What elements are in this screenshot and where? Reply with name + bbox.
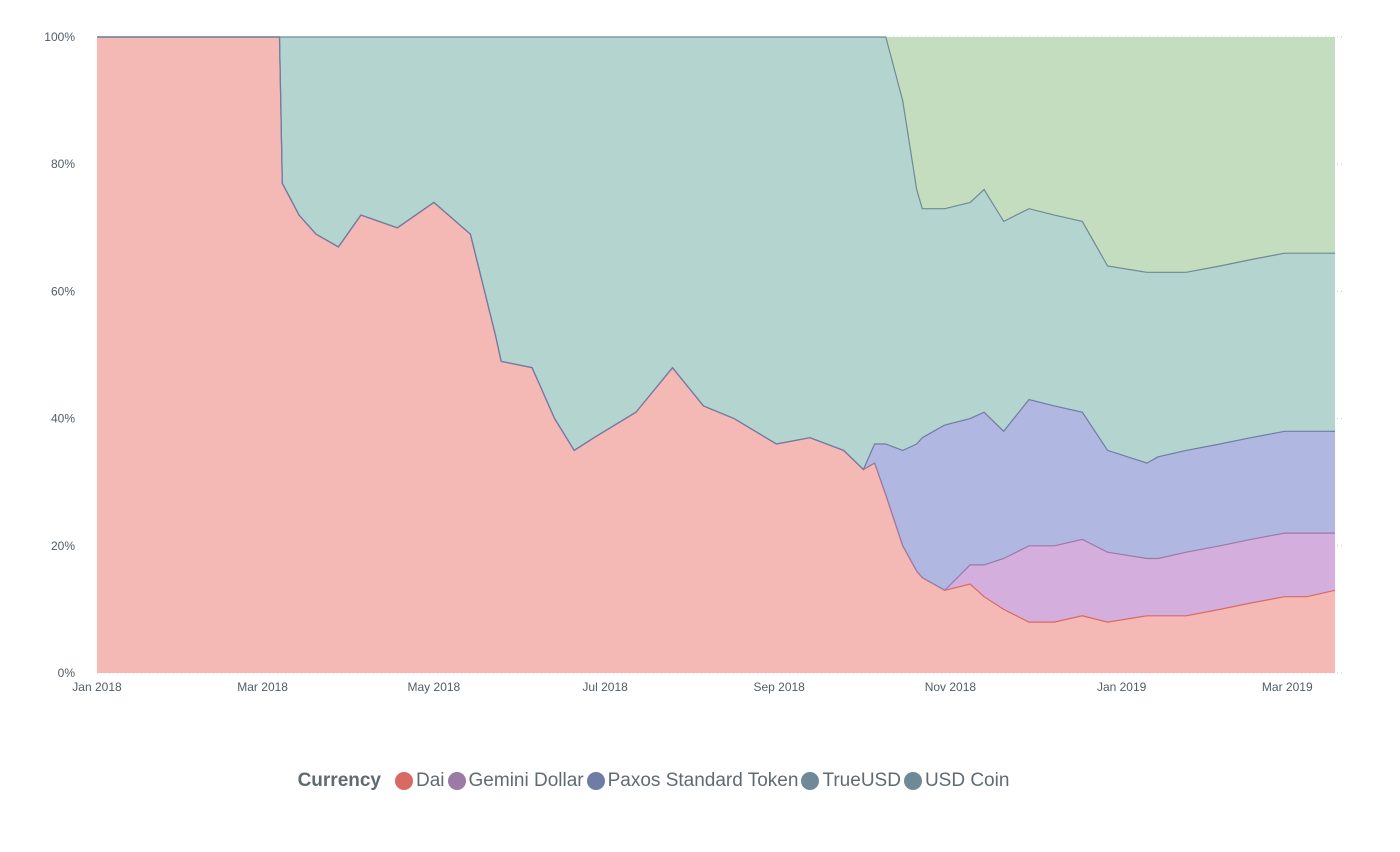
- legend-item[interactable]: Paxos Standard Token: [586, 770, 799, 792]
- legend-label: USD Coin: [924, 770, 1010, 791]
- y-tick-label: 60%: [51, 284, 75, 298]
- y-tick-label: 80%: [51, 157, 75, 171]
- legend-item[interactable]: Gemini Dollar: [447, 770, 584, 792]
- legend-swatch-icon: [586, 772, 605, 790]
- line-paxos-standard-token: [97, 36, 1335, 471]
- x-tick-label: Jan 2018: [72, 680, 122, 694]
- y-tick-label: 20%: [51, 539, 75, 553]
- x-tick-label: Mar 2018: [237, 680, 288, 694]
- area-paxos-standard-token: [97, 37, 1335, 591]
- legend-swatch-icon: [447, 772, 466, 790]
- legend-items: Dai Gemini Dollar Paxos Standard Token True…: [395, 770, 1012, 792]
- x-tick-label: Sep 2018: [753, 680, 805, 694]
- legend-item[interactable]: Dai: [395, 770, 445, 792]
- series-lines: [97, 36, 1336, 623]
- series-areas: [97, 37, 1335, 673]
- area-trueusd: [97, 37, 1335, 470]
- x-tick-label: Mar 2019: [1262, 680, 1313, 694]
- x-axis-ticks: Jan 2018 Mar 2018 May 2018 Jul 2018 Sep 2018…: [72, 680, 1313, 694]
- legend-swatch-icon: [903, 772, 922, 790]
- area-dai: [97, 37, 1335, 673]
- legend-item[interactable]: USD Coin: [903, 770, 1010, 792]
- legend-swatch-icon: [395, 772, 413, 790]
- legend-swatch-icon: [801, 772, 820, 790]
- x-tick-label: Jan 2019: [1097, 680, 1147, 694]
- legend-label: Gemini Dollar: [468, 770, 584, 791]
- y-tick-label: 100%: [44, 30, 75, 44]
- legend: Currency Dai Gemini Dollar Paxos Standard …: [0, 770, 1310, 792]
- y-axis-ticks: 0% 20% 40% 60% 80% 100%: [44, 30, 75, 680]
- line-trueusd: [97, 36, 1335, 273]
- legend-label: TrueUSD: [822, 770, 901, 791]
- y-tick-label: 0%: [58, 666, 76, 680]
- y-tick-label: 40%: [51, 412, 75, 426]
- legend-item[interactable]: TrueUSD: [801, 770, 901, 792]
- x-tick-label: Nov 2018: [925, 680, 977, 694]
- x-tick-label: May 2018: [408, 680, 461, 694]
- legend-label: Dai: [416, 770, 445, 791]
- legend-title: Currency: [297, 770, 381, 791]
- x-tick-label: Jul 2018: [582, 680, 628, 694]
- area-usd-coin: [97, 37, 1335, 273]
- legend-label: Paxos Standard Token: [607, 770, 799, 791]
- area-gemini-dollar: [97, 37, 1335, 623]
